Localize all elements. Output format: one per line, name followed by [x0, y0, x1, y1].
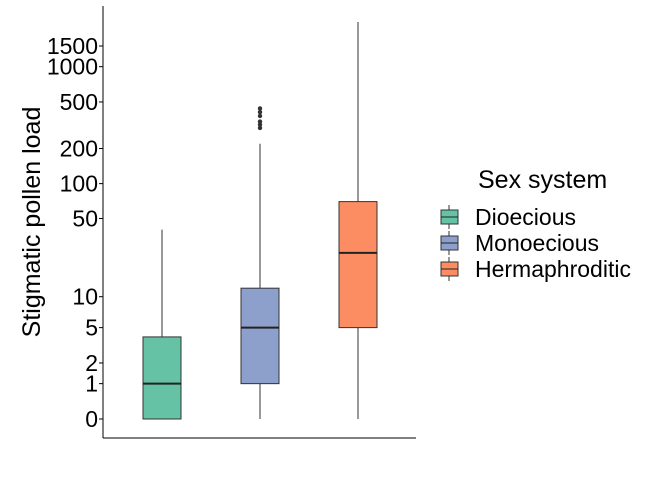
y-tick-label: 10 [72, 284, 98, 310]
y-tick-label: 100 [60, 171, 98, 197]
outlier-point [257, 106, 263, 111]
y-tick-label: 2 [85, 350, 98, 376]
y-tick-label: 1500 [47, 33, 98, 59]
y-tick-label: 0 [85, 406, 98, 432]
box-body [142, 336, 182, 420]
y-tick-label: 50 [72, 205, 98, 231]
box-body [338, 201, 378, 329]
legend-title: Sex system [478, 166, 607, 194]
box-plot-series [142, 22, 378, 420]
outlier-point [257, 122, 263, 127]
box-body [240, 287, 280, 385]
box-dioecious [142, 229, 182, 420]
legend-label: Hermaphroditic [475, 256, 631, 282]
outlier-point [257, 125, 263, 131]
legend-item-hermaphroditic: Hermaphroditic [440, 256, 631, 282]
box-monoecious [240, 106, 280, 419]
y-tick-label: 1000 [47, 54, 98, 80]
legend-item-dioecious: Dioecious [440, 204, 576, 230]
legend-label: Monoecious [475, 230, 599, 256]
legend-label: Dioecious [475, 204, 576, 230]
box-hermaphroditic [338, 22, 378, 419]
legend-item-monoecious: Monoecious [440, 230, 599, 256]
y-tick-label: 1 [85, 371, 98, 397]
y-axis-title: Stigmatic pollen load [18, 107, 46, 338]
outlier-point [257, 109, 263, 115]
outlier-point [257, 119, 263, 124]
legend: Sex system DioeciousMonoeciousHermaphrod… [440, 166, 631, 282]
y-tick-label: 500 [60, 89, 98, 115]
y-tick-label: 5 [85, 315, 98, 341]
outlier-point [257, 113, 263, 119]
y-tick-label: 200 [60, 136, 98, 162]
